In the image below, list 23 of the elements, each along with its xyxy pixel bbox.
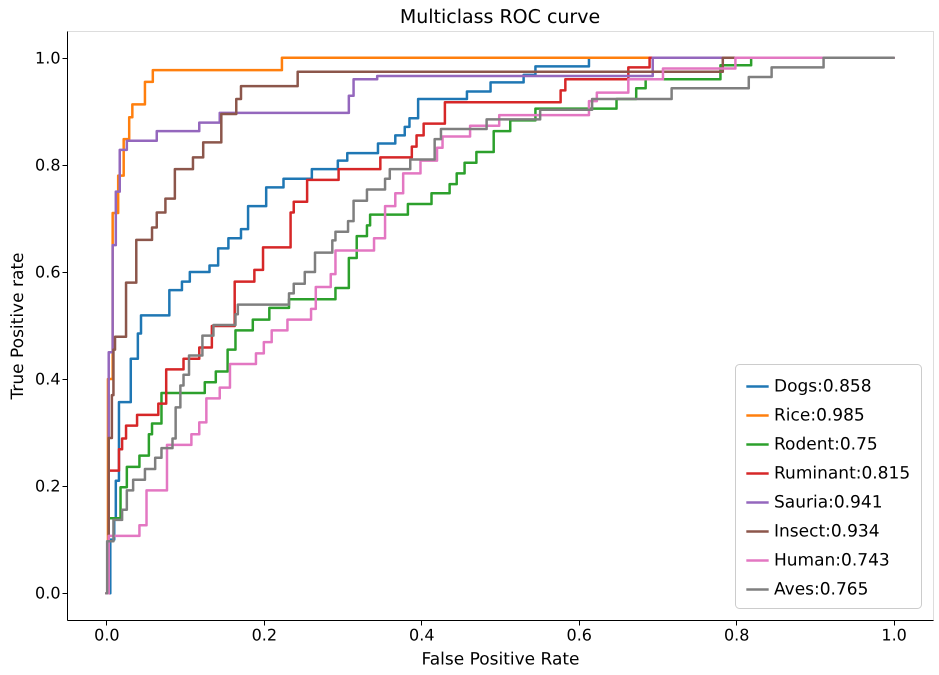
x-tick-label: 0.0 — [94, 626, 120, 644]
legend-label: Rice:0.985 — [774, 406, 865, 426]
x-tick-label: 0.8 — [724, 626, 750, 644]
legend-label: Human:0.743 — [774, 550, 890, 570]
y-tick-label: 0.2 — [35, 476, 60, 496]
y-tick-label: 0.4 — [35, 370, 60, 389]
legend-label: Aves:0.765 — [774, 580, 868, 600]
chart-title: Multiclass ROC curve — [400, 6, 600, 28]
y-tick-label: 0.6 — [35, 262, 60, 282]
x-axis-title: False Positive Rate — [422, 650, 580, 670]
y-tick-label: 0.0 — [35, 584, 60, 603]
legend-label: Ruminant:0.815 — [774, 464, 910, 484]
y-tick-label: 1.0 — [35, 48, 60, 68]
x-tick-label: 0.2 — [252, 626, 278, 644]
legend-label: Dogs:0.858 — [774, 376, 872, 396]
y-axis-title: True Positive rate — [8, 252, 28, 400]
x-tick-label: 0.6 — [566, 626, 592, 644]
x-tick-label: 1.0 — [881, 626, 907, 644]
legend-label: Sauria:0.941 — [774, 492, 883, 512]
x-tick-label: 0.4 — [409, 626, 434, 644]
y-tick-label: 0.8 — [35, 155, 60, 174]
legend-label: Insect:0.934 — [774, 522, 880, 542]
legend-label: Rodent:0.75 — [774, 434, 878, 454]
